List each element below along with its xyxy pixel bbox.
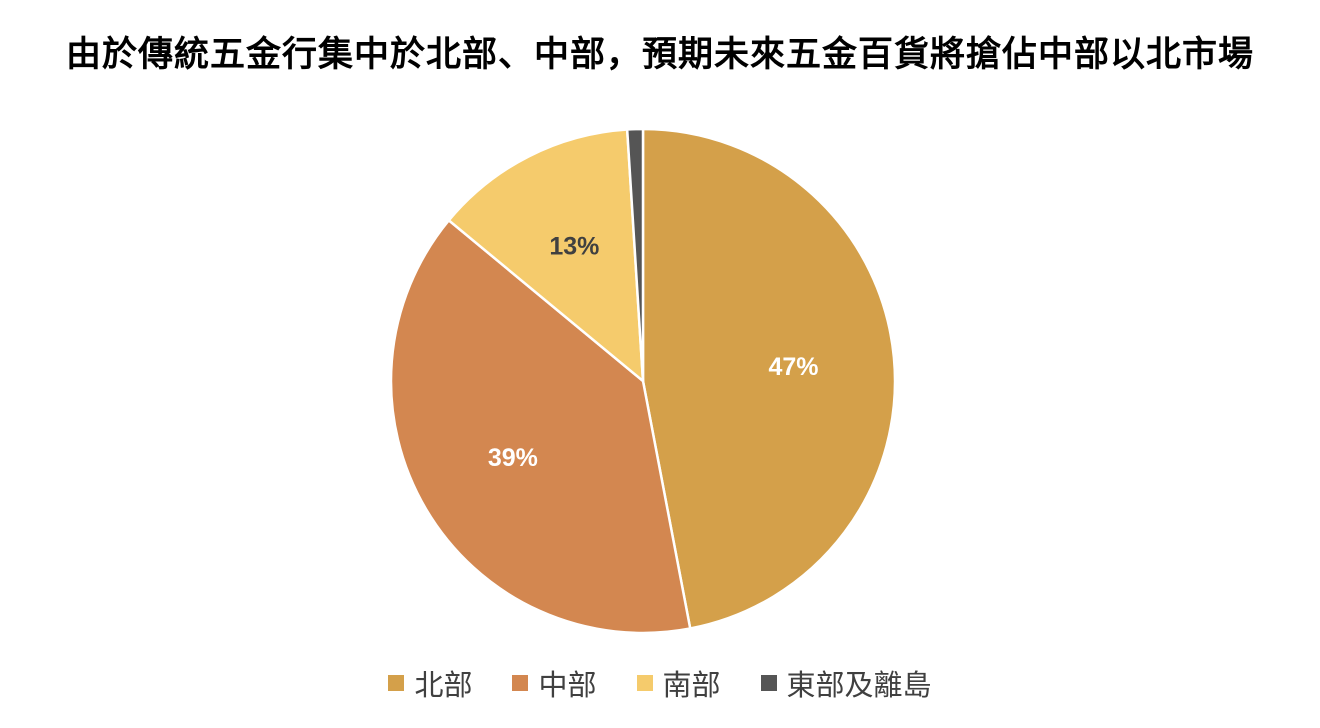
chart-title: 由於傳統五金行集中於北部、中部，預期未來五金百貨將搶佔中部以北市場 [65, 35, 1254, 75]
pie-data-label: 47% [769, 353, 819, 381]
legend-label: 中部 [538, 668, 597, 702]
pie-slice [625, 127, 645, 382]
legend-label: 東部及離島 [786, 668, 932, 702]
legend-label: 北部 [414, 668, 473, 702]
legend-swatch [636, 675, 653, 691]
legend-item: 中部 [512, 662, 597, 704]
legend-swatch [512, 675, 529, 691]
pie-slice [447, 128, 645, 384]
legend-label: 南部 [662, 668, 721, 702]
legend-item: 東部及離島 [760, 662, 932, 704]
legend-swatch [760, 675, 777, 691]
legend-swatch [388, 675, 405, 691]
legend-item: 北部 [388, 662, 472, 704]
pie-slice [641, 127, 897, 630]
legend-item: 南部 [636, 662, 721, 704]
pie-slice [389, 218, 692, 635]
legend: 北部 中部 南部 東部及離島 [0, 662, 1320, 704]
pie-data-label: 13% [549, 232, 599, 260]
pie-data-label: 39% [488, 444, 538, 472]
